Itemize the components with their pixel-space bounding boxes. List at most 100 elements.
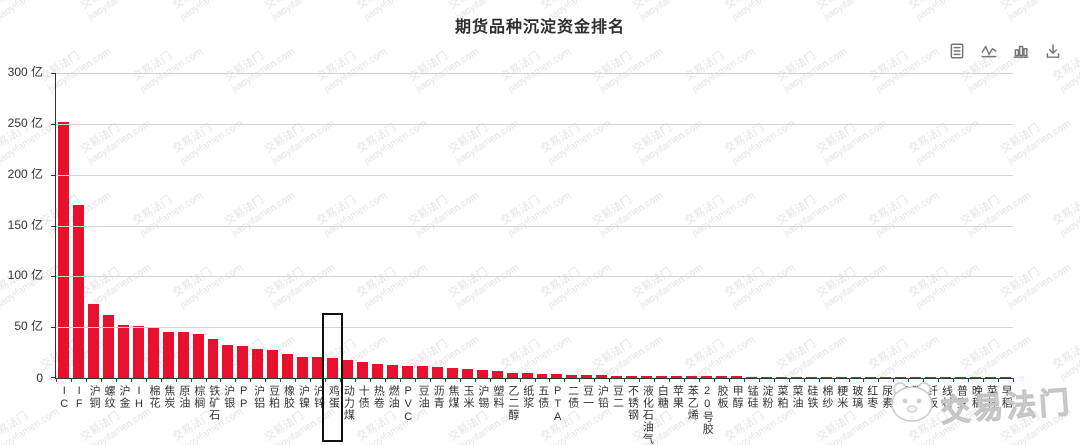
bar-尿素[interactable] xyxy=(880,377,892,378)
bar-沥青[interactable] xyxy=(431,367,443,378)
bar-slot: 沪铝 xyxy=(250,73,265,409)
bar-slot: PP xyxy=(235,73,250,411)
bar-菜籽[interactable] xyxy=(985,377,997,378)
y-axis-label: 150 亿 xyxy=(7,217,43,232)
bar-slot: 二债 xyxy=(564,73,579,409)
bar-沪铅[interactable] xyxy=(596,375,608,378)
x-axis-label-沪锡: 沪锡 xyxy=(476,385,489,409)
bar-slot: 沪金 xyxy=(115,73,131,409)
bar-热卷[interactable] xyxy=(372,363,383,378)
bar-PVC[interactable] xyxy=(401,365,413,378)
bar-普麦[interactable] xyxy=(955,377,967,378)
bar-棕榈[interactable] xyxy=(192,333,204,378)
x-axis-label-原油: 原油 xyxy=(177,385,190,409)
bar-PTA[interactable] xyxy=(551,374,563,378)
x-axis-tick xyxy=(310,378,312,382)
data-view-icon[interactable] xyxy=(948,42,966,60)
bar-粳米[interactable] xyxy=(835,377,847,378)
x-axis-tick xyxy=(818,378,820,382)
bar-豆二[interactable] xyxy=(611,375,623,378)
bar-玻璃[interactable] xyxy=(850,377,862,378)
bar-豆一[interactable] xyxy=(581,374,593,378)
bar-苹果[interactable] xyxy=(671,376,683,378)
bar-豆油[interactable] xyxy=(416,366,428,378)
bar-沪银[interactable] xyxy=(222,345,234,378)
bar-IF[interactable] xyxy=(72,205,84,378)
x-axis-tick xyxy=(220,378,222,382)
bar-沪镍[interactable] xyxy=(297,356,309,378)
bar-菜粕[interactable] xyxy=(775,376,787,378)
y-axis-tick xyxy=(51,123,55,125)
bar-纤板[interactable] xyxy=(925,377,937,378)
bar-slot: 铁矿石 xyxy=(205,73,221,421)
bar-棉花[interactable] xyxy=(147,327,159,378)
bar-沪金[interactable] xyxy=(117,325,129,378)
bar-原油[interactable] xyxy=(177,332,189,378)
bar-slot: 热卷 xyxy=(370,73,385,409)
x-axis-tick xyxy=(788,378,790,382)
watermark-brand-cn: 交易法门 xyxy=(1050,337,1080,372)
watermark-brand-cn: 交易法门 xyxy=(0,0,55,13)
bar-动力煤[interactable] xyxy=(342,360,354,378)
bar-二债[interactable] xyxy=(566,374,578,378)
bar-燃油[interactable] xyxy=(386,364,398,378)
line-chart-icon[interactable] xyxy=(980,42,998,60)
bar-线材[interactable] xyxy=(940,377,952,378)
x-axis-tick xyxy=(863,378,865,382)
bar-甲醇[interactable] xyxy=(730,376,742,378)
bar-不锈钢[interactable] xyxy=(626,375,638,378)
bar-十债[interactable] xyxy=(357,361,369,378)
x-axis-tick xyxy=(878,378,880,382)
bar-slot: 燃油 xyxy=(384,73,400,409)
bar-强麦[interactable] xyxy=(910,377,922,378)
watermark-brand-url: jiaoyifamen.com xyxy=(1058,189,1080,239)
bar-IH[interactable] xyxy=(132,326,144,378)
bar-乙二醇[interactable] xyxy=(506,372,518,378)
bar-豆粕[interactable] xyxy=(267,349,279,378)
bar-slot: 焦炭 xyxy=(160,73,176,409)
bar-slot: 豆一 xyxy=(579,73,594,409)
bar-粳稻[interactable] xyxy=(895,377,907,378)
x-axis-tick xyxy=(489,378,491,382)
bar-纸浆[interactable] xyxy=(521,373,533,378)
bar-红枣[interactable] xyxy=(865,377,877,378)
bar-slot: 螺纹 xyxy=(100,73,116,409)
bar-沪锡[interactable] xyxy=(476,369,488,378)
bar-沪锌[interactable] xyxy=(312,357,324,378)
bar-沪铝[interactable] xyxy=(252,348,264,378)
x-axis-tick xyxy=(654,378,656,382)
x-axis-label-棕榈: 棕榈 xyxy=(192,385,205,409)
bar-PP[interactable] xyxy=(237,345,249,378)
bar-液化石油气[interactable] xyxy=(641,375,653,378)
bar-鸡蛋[interactable] xyxy=(327,357,339,378)
bar-螺纹[interactable] xyxy=(102,314,114,378)
bar-早稻[interactable] xyxy=(1000,377,1011,378)
bar-焦煤[interactable] xyxy=(446,368,458,378)
bar-玉米[interactable] xyxy=(461,368,473,378)
bar-橡胶[interactable] xyxy=(282,353,294,378)
bar-白糖[interactable] xyxy=(656,375,668,378)
x-axis-tick xyxy=(803,378,805,382)
bar-20号胶[interactable] xyxy=(700,376,712,378)
bar-硅铁[interactable] xyxy=(805,376,817,378)
bar-苯乙烯[interactable] xyxy=(686,376,697,378)
bar-淀粉[interactable] xyxy=(760,376,772,378)
bar-五债[interactable] xyxy=(536,374,548,378)
bar-chart-icon[interactable] xyxy=(1012,42,1030,60)
bar-IC[interactable] xyxy=(58,121,69,378)
x-axis-tick xyxy=(145,378,147,382)
bar-胶板[interactable] xyxy=(715,376,727,378)
watermark-brand-url: jiaoyifamen.com xyxy=(914,405,981,445)
y-axis-tick xyxy=(51,276,55,278)
bar-沪铜[interactable] xyxy=(87,303,99,378)
bar-锰硅[interactable] xyxy=(745,376,757,378)
bar-菜油[interactable] xyxy=(790,376,802,378)
bar-晚稻[interactable] xyxy=(970,377,982,378)
gridline xyxy=(56,123,1013,125)
bar-铁矿石[interactable] xyxy=(207,338,219,378)
download-icon[interactable] xyxy=(1044,42,1062,60)
bar-焦炭[interactable] xyxy=(162,331,174,378)
bar-塑料[interactable] xyxy=(491,371,503,378)
bar-棉纱[interactable] xyxy=(820,377,832,378)
